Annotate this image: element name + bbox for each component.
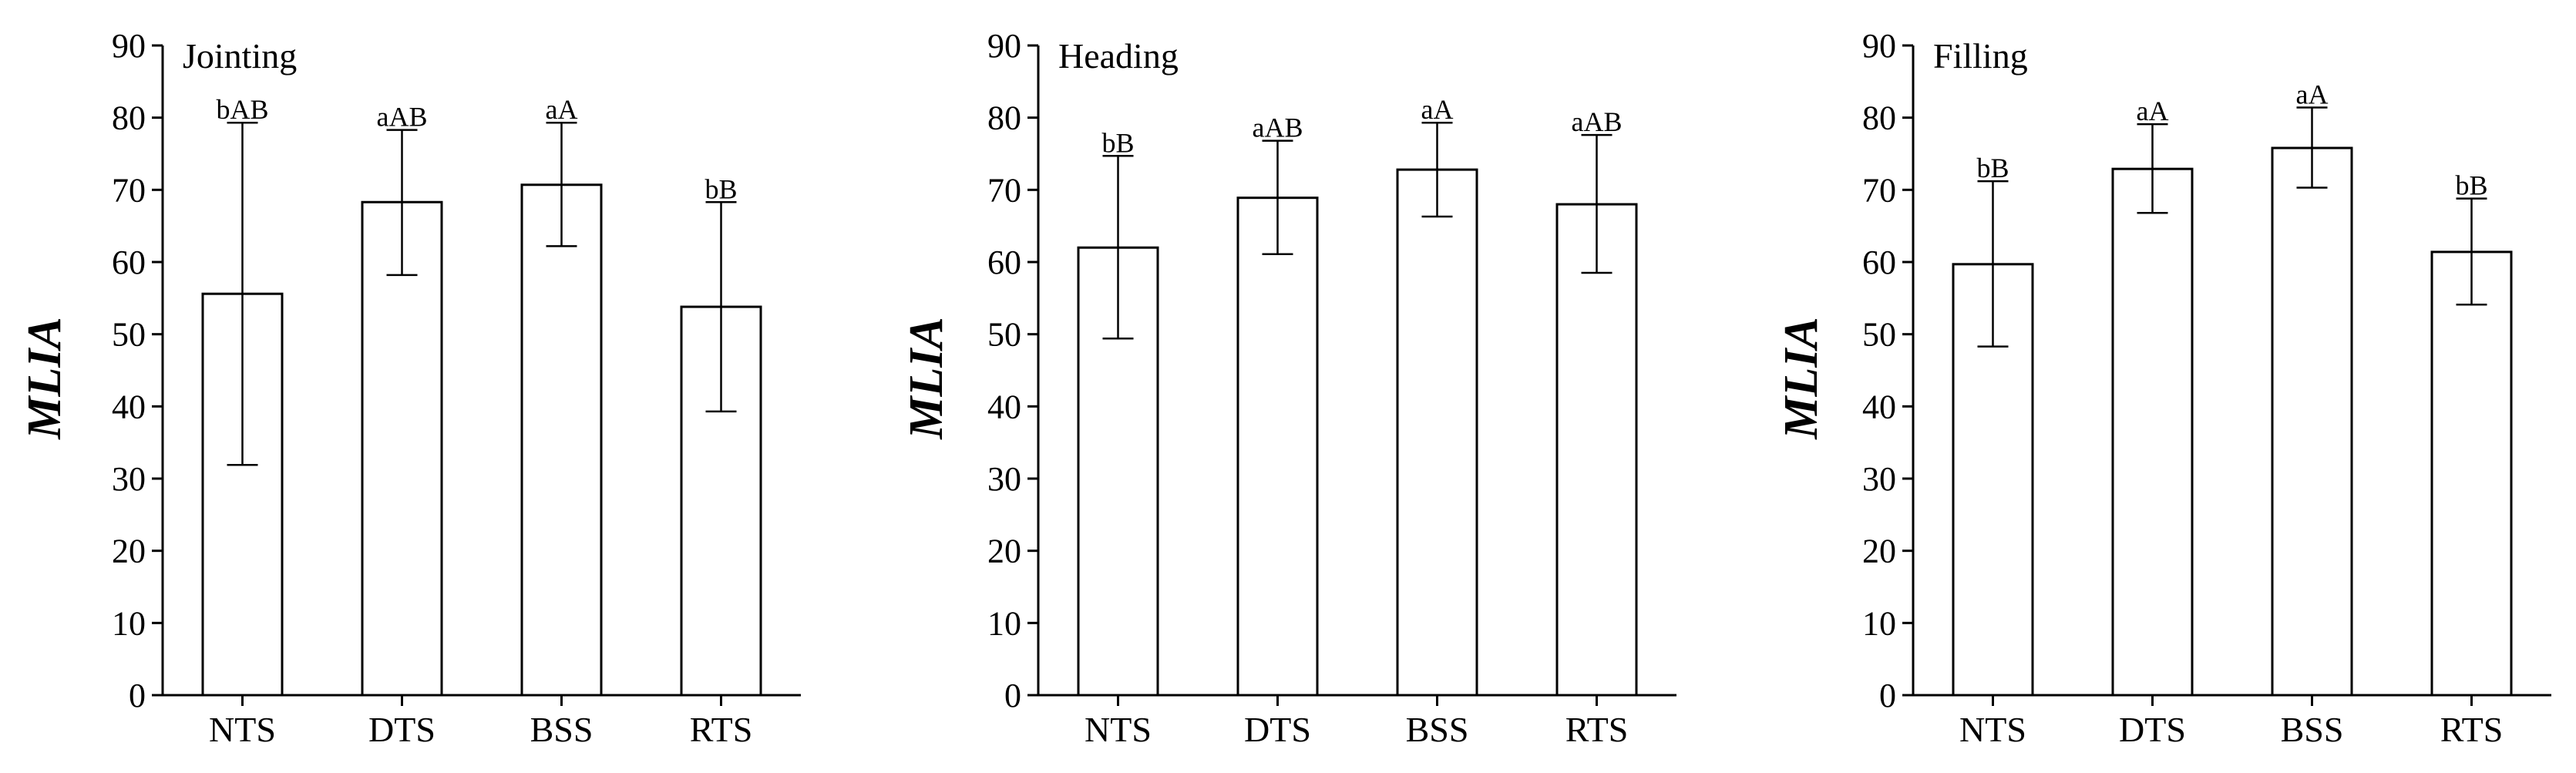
significance-label: aA (2137, 96, 2169, 126)
significance-label: bB (1101, 127, 1134, 158)
y-tick-label: 50 (112, 316, 146, 354)
panel-title: Filling (1933, 36, 2028, 76)
y-tick-label: 80 (112, 99, 146, 137)
y-tick-label: 0 (129, 677, 146, 714)
significance-label: bB (2455, 170, 2487, 201)
y-tick-label: 70 (1862, 171, 1896, 209)
y-tick-label: 30 (1862, 460, 1896, 498)
x-category-label: NTS (1085, 710, 1152, 749)
y-tick-label: 50 (987, 316, 1021, 354)
x-category-label: BSS (530, 710, 594, 749)
y-tick-label: 30 (112, 460, 146, 498)
significance-label: aAB (1253, 113, 1303, 143)
bar-DTS (361, 200, 443, 697)
y-tick-label: 60 (1862, 244, 1896, 281)
x-category-label: BSS (1406, 710, 1469, 749)
x-category-label: DTS (2119, 710, 2186, 749)
significance-label: bAB (216, 94, 268, 125)
y-tick-label: 90 (112, 27, 146, 65)
y-tick-label: 40 (987, 388, 1021, 425)
y-tick-label: 70 (987, 171, 1021, 209)
x-category-label: NTS (209, 710, 276, 749)
y-axis-title: MLIA (900, 317, 953, 439)
bar-DTS (2111, 167, 2194, 697)
y-tick-label: 30 (987, 460, 1021, 498)
panel-title: Heading (1058, 36, 1179, 76)
x-category-label: DTS (1244, 710, 1311, 749)
significance-label: bB (1976, 153, 2009, 183)
x-category-label: DTS (368, 710, 435, 749)
y-axis-title: MLIA (18, 317, 71, 439)
x-category-label: RTS (690, 710, 753, 749)
y-tick-label: 80 (1862, 99, 1896, 137)
y-tick-label: 90 (1862, 27, 1896, 65)
panel-title: Jointing (183, 36, 297, 76)
y-tick-label: 60 (987, 244, 1021, 281)
y-tick-label: 10 (1862, 604, 1896, 642)
significance-label: aAB (1572, 106, 1623, 137)
y-tick-label: 20 (1862, 533, 1896, 570)
y-axis-title: MLIA (1775, 317, 1828, 439)
bar-BSS (1396, 168, 1478, 697)
x-category-label: RTS (2440, 710, 2504, 749)
significance-label: aA (546, 94, 578, 125)
y-tick-label: 80 (987, 99, 1021, 137)
y-tick-label: 90 (987, 27, 1021, 65)
x-category-label: RTS (1565, 710, 1629, 749)
y-tick-label: 10 (112, 604, 146, 642)
y-tick-label: 40 (1862, 388, 1896, 425)
y-tick-label: 50 (1862, 316, 1896, 354)
significance-label: aA (1421, 94, 1454, 125)
x-category-label: BSS (2281, 710, 2344, 749)
significance-label: bB (705, 173, 737, 204)
bar-RTS (1555, 203, 1638, 697)
bar-BSS (520, 183, 603, 697)
y-tick-label: 0 (1004, 677, 1021, 714)
y-tick-label: 60 (112, 244, 146, 281)
y-tick-label: 20 (112, 533, 146, 570)
bar-DTS (1236, 197, 1319, 697)
chart-panel-2: 0 10 20 30 40 50 60 70 80 90 MLIA Heading bB NTS aAB DT… (900, 27, 1676, 749)
bar-RTS (2430, 250, 2513, 697)
significance-label: aAB (377, 102, 428, 133)
chart-panel-3: 0 10 20 30 40 50 60 70 80 90 MLIA Filling bB NTS aA DTS… (1775, 27, 2551, 749)
chart-panel-1: 0102030405060708090MLIAJointingbABNTSaAB… (18, 27, 801, 749)
y-tick-label: 10 (987, 604, 1021, 642)
y-tick-label: 0 (1879, 677, 1896, 714)
x-category-label: NTS (1959, 710, 2026, 749)
bar-BSS (2271, 146, 2353, 697)
y-tick-label: 40 (112, 388, 146, 425)
y-tick-label: 20 (987, 533, 1021, 570)
y-tick-label: 70 (112, 171, 146, 209)
significance-label: aA (2296, 79, 2329, 110)
